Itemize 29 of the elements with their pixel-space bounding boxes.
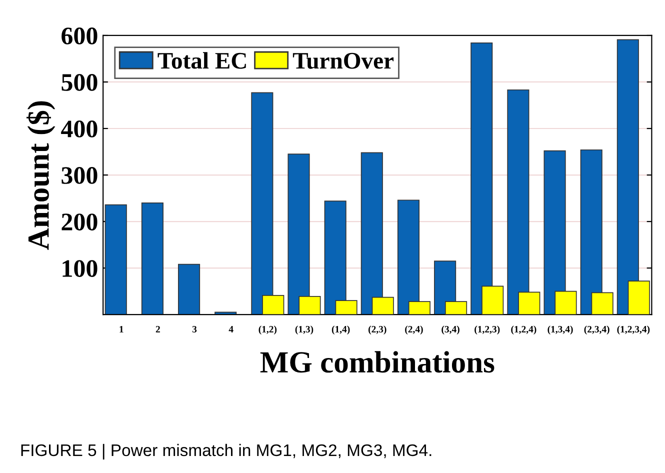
caption: FIGURE 5 | Power mismatch in MG1, MG2, MG3, MG4.: [21, 444, 432, 460]
legend-label: Total EC: [158, 52, 246, 69]
x-tick-label: 3: [192, 326, 197, 332]
y-axis-title: Amount ($): [26, 101, 56, 250]
x-tick-label: 4: [228, 326, 234, 332]
x-tick-label: (1,3): [295, 326, 314, 334]
y-tick-label: 500: [62, 74, 98, 91]
x-tick-label: (2,3): [368, 326, 386, 334]
bar: [141, 202, 164, 315]
x-tick-label: (2,3,4): [584, 326, 610, 334]
x-tick-label: 2: [156, 326, 160, 332]
bar: [104, 204, 127, 315]
y-tick-label: 200: [62, 214, 98, 230]
x-tick-label: (1,3,4): [548, 326, 573, 334]
x-tick-label: (2,4): [405, 326, 423, 334]
y-tick-label: 400: [61, 120, 98, 138]
x-tick-label: (1,2): [258, 326, 277, 334]
y-tick-label: 100: [62, 260, 98, 277]
y-tick-label: 300: [62, 167, 98, 184]
legend-label: TurnOver: [292, 52, 394, 69]
x-tick-label: (1,2,3,4): [617, 326, 650, 334]
x-tick-label: (1,2,4): [511, 326, 536, 334]
x-tick-label: (1,4): [332, 326, 350, 334]
x-tick-label: (3,4): [442, 326, 460, 334]
x-tick-label: (1,2,3): [474, 326, 500, 334]
y-tick-label: 600: [62, 28, 98, 44]
x-tick-label: 1: [120, 326, 124, 332]
bar: [178, 264, 200, 315]
x-axis-title: MG combinations: [260, 351, 494, 373]
